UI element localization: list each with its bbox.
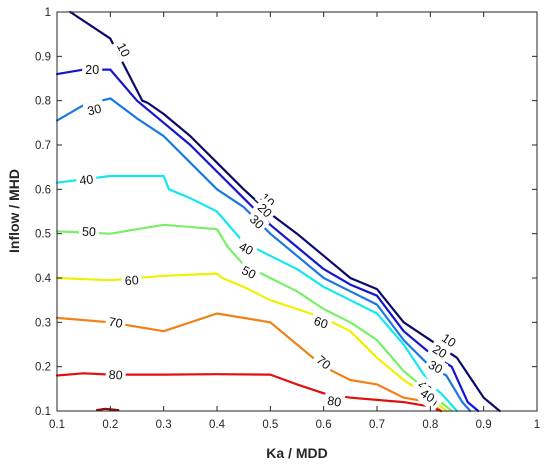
contour-label: 30 <box>86 101 103 118</box>
contour-label: 60 <box>312 314 330 332</box>
contour-label-bg <box>436 327 462 353</box>
x-tick-label: 0.1 <box>49 419 65 431</box>
contour-label-group: 60 <box>308 311 334 334</box>
contour-label-bg <box>244 208 270 235</box>
contour-label: 50 <box>239 263 258 282</box>
contour-label-bg <box>82 61 103 78</box>
contour-label-group: 70 <box>104 312 127 332</box>
contour-label-bg <box>78 222 100 240</box>
contour-line-50 <box>55 223 453 413</box>
x-tick-label: 0.7 <box>369 419 385 431</box>
contour-label-bg <box>112 37 136 63</box>
contour-label-group: 80 <box>105 366 127 384</box>
contour-label-group: 30 <box>82 99 106 120</box>
contour-label: 50 <box>82 225 97 240</box>
contour-label-bg <box>233 236 259 260</box>
y-tick-label: 0.3 <box>35 317 51 329</box>
contour-line-40 <box>55 174 459 413</box>
x-tick-label: 0.4 <box>209 419 226 431</box>
x-tick-label: 0.6 <box>316 419 332 431</box>
contour-label-bg <box>105 366 127 384</box>
contour-label: 40 <box>418 386 437 405</box>
y-tick-label: 1 <box>45 7 51 19</box>
contour-label-group: 30 <box>244 208 270 235</box>
contour-label: 70 <box>108 315 124 331</box>
contour-label-bg <box>310 349 337 375</box>
y-tick-label: 0.5 <box>35 229 51 241</box>
contour-label-group: 40 <box>233 236 259 260</box>
plot-area <box>57 12 537 411</box>
contour-label-bg <box>82 99 106 120</box>
y-tick-label: 0.8 <box>35 96 51 108</box>
contour-label-bg <box>104 312 127 332</box>
x-tick-label: 1 <box>534 419 540 431</box>
contour-label-group: 70 <box>310 349 337 375</box>
contour-label-bg <box>414 383 441 408</box>
contour-label-group: 80 <box>323 391 346 411</box>
contour-labels: 1010102020203030304040405050506060407070… <box>75 37 462 413</box>
contour-label-bg <box>323 391 346 411</box>
x-tick-label: 0.2 <box>102 419 118 431</box>
contour-label-bg <box>121 271 143 290</box>
plot-frame <box>56 11 538 412</box>
contour-label: 70 <box>314 353 334 373</box>
y-axis-ticks: 0.1 0.2 0.3 0.4 0.5 0.6 0.7 0.8 0.9 1 <box>35 7 537 418</box>
contour-label-bg <box>308 311 334 334</box>
x-tick-label: 0.8 <box>422 419 438 431</box>
x-tick-label: 0.9 <box>476 419 492 431</box>
contour-label: 80 <box>326 394 342 410</box>
contour-label: 80 <box>108 368 123 383</box>
contour-label-group: 40 <box>75 170 98 189</box>
x-tick-label: 0.3 <box>156 419 172 431</box>
y-tick-label: 0.9 <box>35 51 51 63</box>
contour-label-bg <box>252 197 278 223</box>
contour-label: 60 <box>124 273 139 288</box>
contour-label-bg <box>236 260 262 284</box>
contour-label-group: 20 <box>82 61 103 78</box>
contour-line-60 <box>55 272 448 413</box>
contour-line-70 <box>55 312 443 413</box>
contour-label: 40 <box>79 172 95 188</box>
contour-label-bg <box>75 170 98 189</box>
contour-label-bg <box>423 354 449 379</box>
contour-label-group: 50 <box>236 260 262 284</box>
contour-label-bg <box>427 339 453 364</box>
y-tick-label: 0.2 <box>35 362 51 374</box>
contour-label: 30 <box>426 358 445 377</box>
y-axis-label: Inflow / MHD <box>6 169 22 253</box>
contour-label: 20 <box>430 342 449 361</box>
contour-label: 20 <box>85 63 99 77</box>
contour-label-group: 40 <box>414 383 441 408</box>
y-tick-label: 0.7 <box>35 140 51 152</box>
x-axis-ticks: 0.1 0.2 0.3 0.4 0.5 0.6 0.7 0.8 0.9 1 <box>49 12 540 431</box>
contour-label: 40 <box>237 239 256 258</box>
contour-label-bg <box>254 187 281 213</box>
contour-label-group: 50 <box>78 222 100 240</box>
contour-label-group: 60 <box>121 271 143 290</box>
contour-line-90 <box>95 407 120 412</box>
x-axis-label: Ka / MDD <box>266 445 327 461</box>
y-tick-label: 0.4 <box>35 273 52 285</box>
contour-label: 10 <box>114 41 133 60</box>
contour-label-group: 20 <box>427 339 453 364</box>
contour-label-group: 10 <box>112 37 136 63</box>
y-tick-label: 0.6 <box>35 184 51 196</box>
x-tick-label: 0.5 <box>262 419 278 431</box>
contour-label-group: 30 <box>423 354 449 379</box>
y-tick-label: 0.1 <box>35 406 51 418</box>
